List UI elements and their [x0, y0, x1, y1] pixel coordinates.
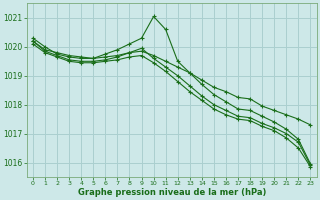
X-axis label: Graphe pression niveau de la mer (hPa): Graphe pression niveau de la mer (hPa) [77, 188, 266, 197]
